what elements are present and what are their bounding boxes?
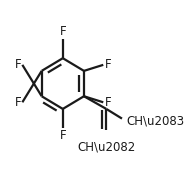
Text: F: F: [15, 58, 21, 71]
Text: F: F: [105, 96, 111, 109]
Text: CH\u2082: CH\u2082: [77, 141, 135, 154]
Text: F: F: [15, 96, 21, 109]
Text: F: F: [105, 58, 111, 71]
Text: F: F: [59, 129, 66, 142]
Text: CH\u2083: CH\u2083: [126, 114, 184, 127]
Text: F: F: [59, 25, 66, 38]
